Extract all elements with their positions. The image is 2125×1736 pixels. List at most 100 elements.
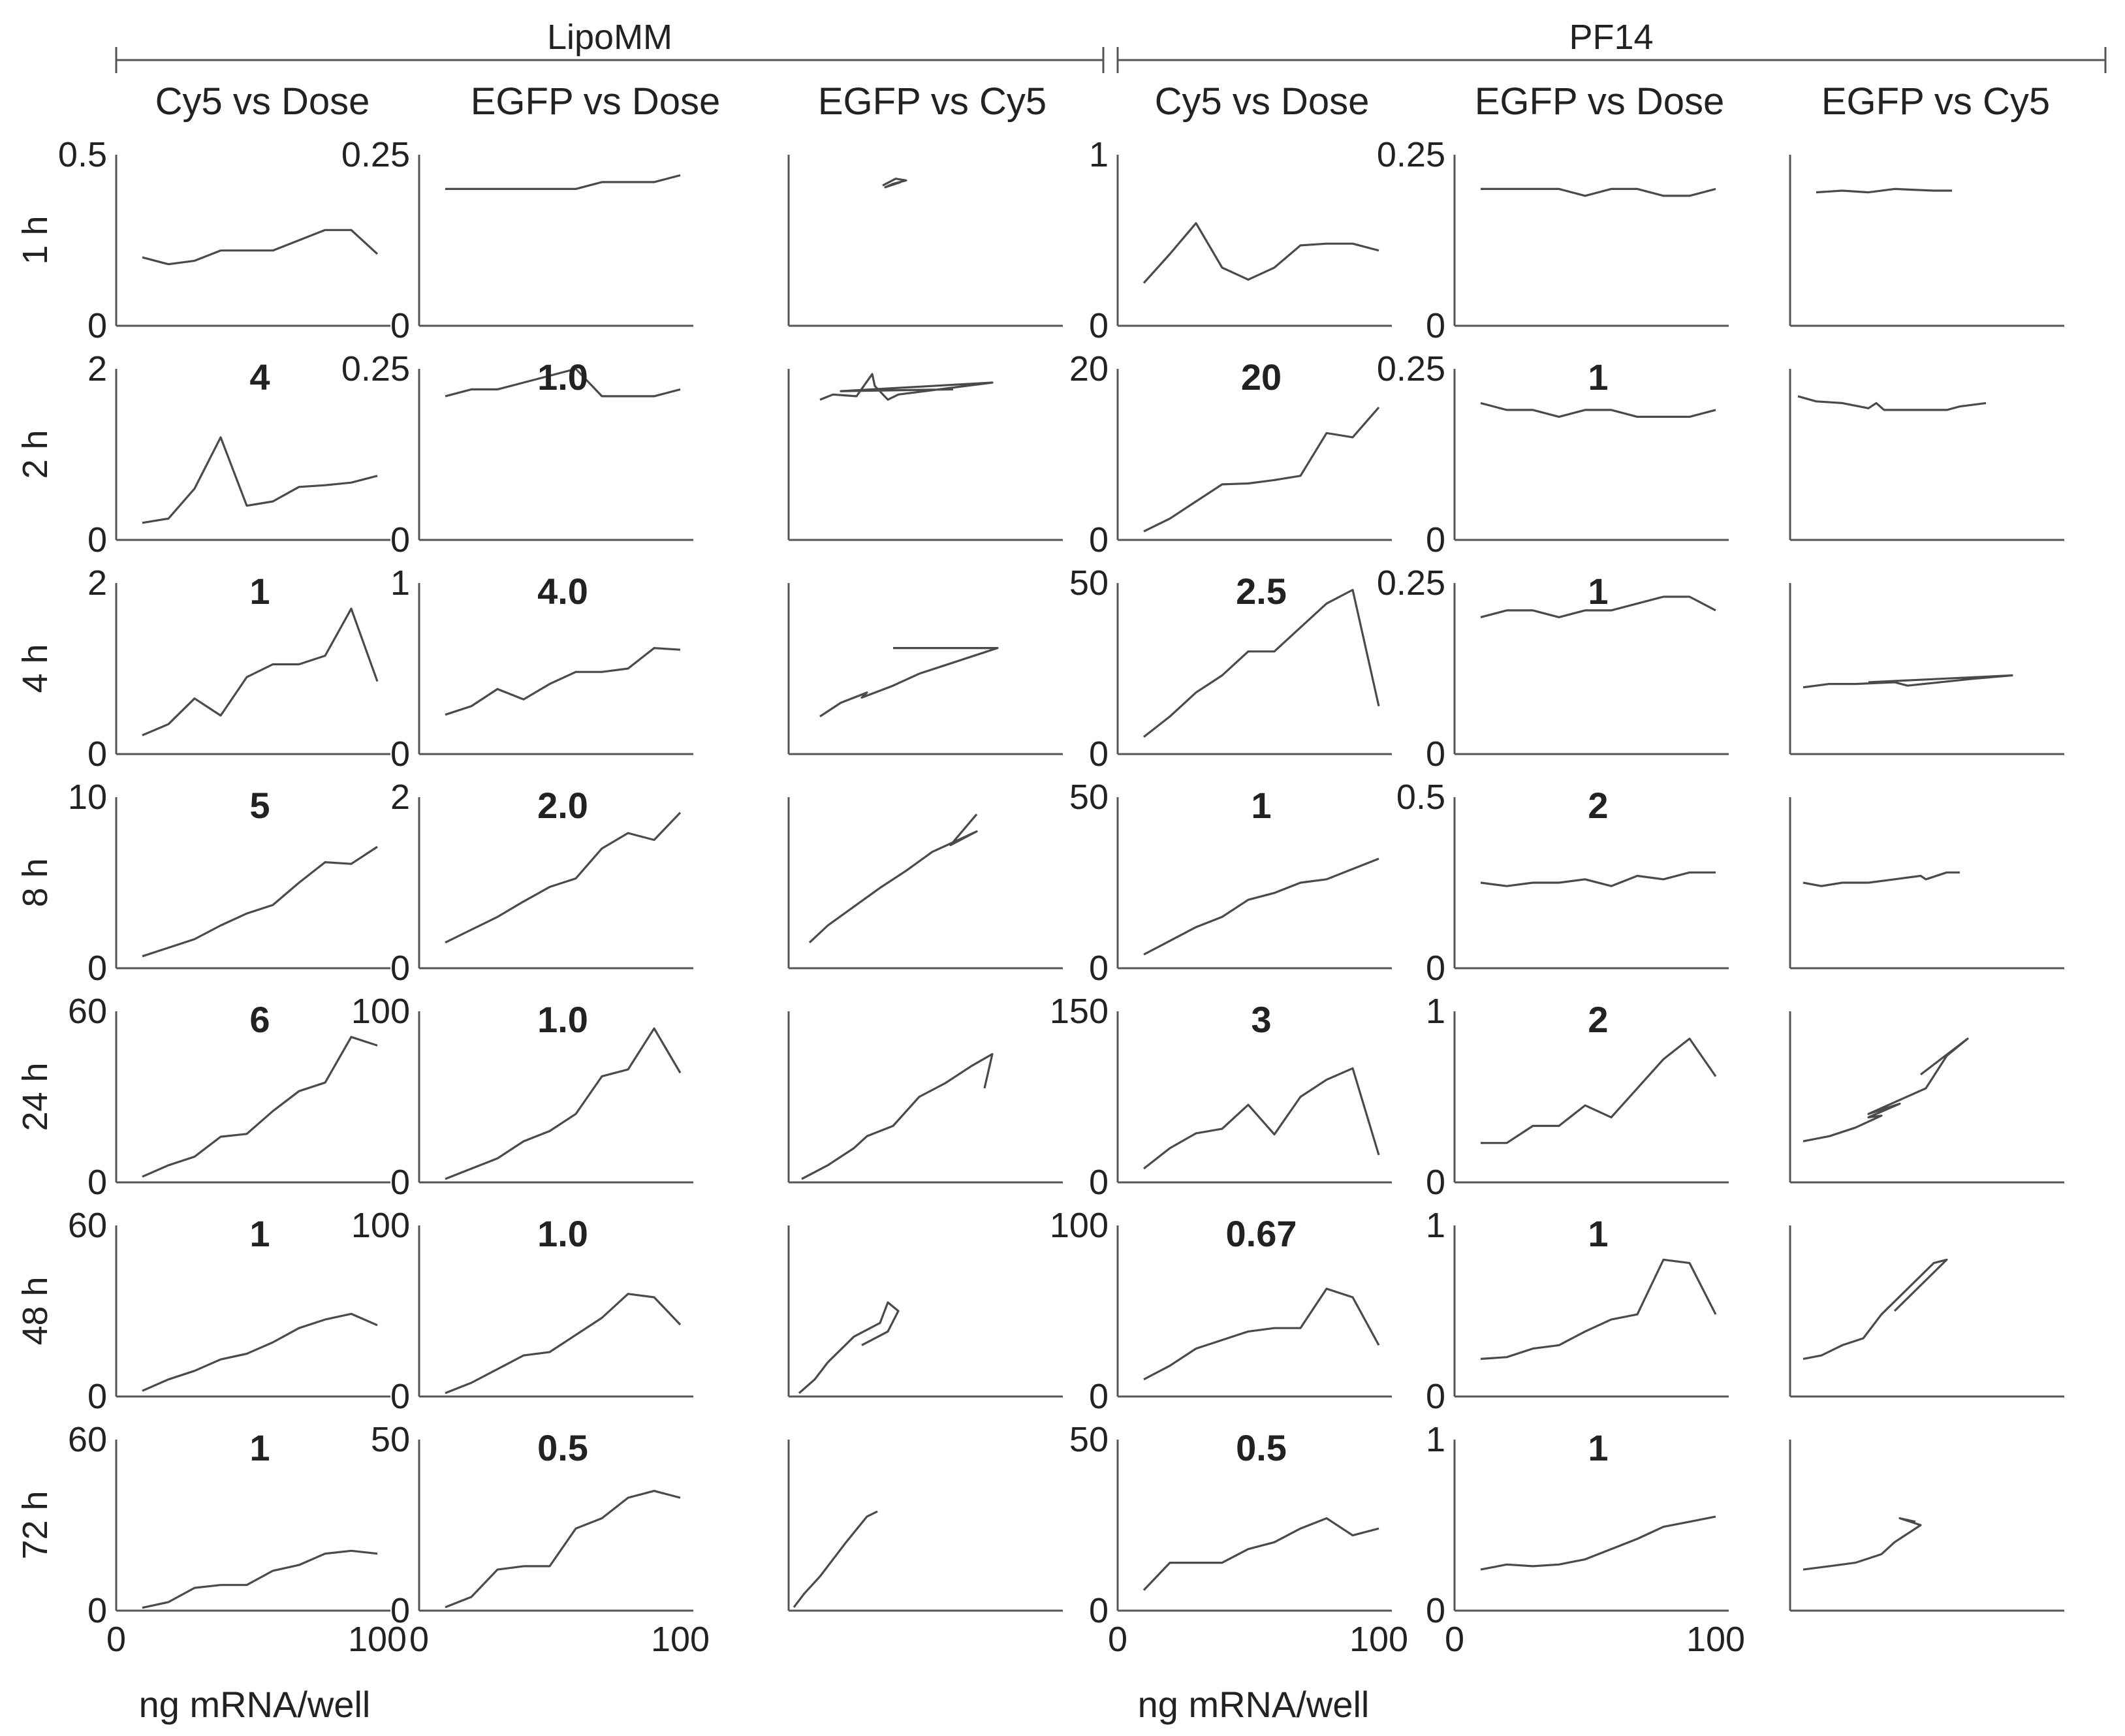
panel-lipomm-egfp-vs-cy5-8h bbox=[787, 797, 1063, 970]
panel-pf14-cy5-vs-dose-8h: 50 0 1 bbox=[1069, 778, 1392, 988]
series-line bbox=[1802, 1517, 1922, 1571]
headers: LipoMM PF14 Cy5 vs Dose EGFP vs Dose EGF… bbox=[115, 18, 2107, 123]
panel-pf14-cy5-vs-dose-72h: 50 0 0.5 bbox=[1069, 1420, 1392, 1630]
series-line bbox=[801, 1052, 994, 1180]
series-line bbox=[1143, 588, 1380, 738]
y-tick-max: 0.25 bbox=[341, 349, 410, 388]
y-tick-zero: 0 bbox=[87, 1377, 107, 1416]
series-line bbox=[1143, 406, 1380, 533]
y-tick-max: 50 bbox=[1069, 1420, 1109, 1459]
y-tick-max: 0.5 bbox=[1396, 778, 1445, 817]
panel-pf14-cy5-vs-dose-4h: 50 0 2.5 bbox=[1069, 563, 1392, 774]
y-tick-zero: 0 bbox=[1089, 1163, 1109, 1202]
panel-lipomm-cy5-vs-dose-2h: 2 0 4 bbox=[87, 349, 390, 560]
series-line bbox=[142, 607, 379, 736]
series-line bbox=[798, 1301, 900, 1395]
series-line bbox=[142, 845, 378, 958]
series-line bbox=[1797, 395, 1987, 411]
series-line bbox=[142, 1549, 378, 1609]
column-header-pf14-egfp-vs-cy5: EGFP vs Cy5 bbox=[1821, 80, 2050, 123]
x-axis-label-lipomm: ng mRNA/well bbox=[139, 1684, 371, 1725]
fold-annotation: 3 bbox=[1251, 999, 1271, 1040]
y-tick-max: 50 bbox=[1069, 563, 1109, 603]
y-tick-max: 0.5 bbox=[58, 135, 107, 174]
y-tick-zero: 0 bbox=[390, 734, 410, 774]
y-tick-max: 1 bbox=[1089, 135, 1109, 174]
panel-pf14-egfp-vs-dose-8h: 0.5 0 2 bbox=[1396, 778, 1729, 988]
series-line bbox=[1480, 871, 1716, 887]
panel-lipomm-cy5-vs-dose-48h: 60 0 1 bbox=[68, 1206, 390, 1416]
panel-pf14-egfp-vs-cy5-24h bbox=[1789, 1011, 2064, 1184]
fold-annotation: 4 bbox=[249, 356, 270, 398]
panel-pf14-egfp-vs-cy5-4h bbox=[1789, 583, 2064, 755]
y-tick-max: 0.25 bbox=[341, 135, 410, 174]
panel-pf14-cy5-vs-dose-24h: 150 0 3 bbox=[1050, 992, 1392, 1202]
series-line bbox=[1802, 674, 2013, 689]
fold-annotation: 1 bbox=[1588, 571, 1608, 612]
panel-pf14-egfp-vs-cy5-8h bbox=[1789, 797, 2064, 970]
fold-annotation: 4.0 bbox=[537, 571, 588, 612]
column-header-lipomm-egfp-vs-cy5: EGFP vs Cy5 bbox=[818, 80, 1047, 123]
fold-annotation: 0.5 bbox=[537, 1427, 588, 1468]
row-label-24h: 24 h bbox=[16, 1062, 55, 1131]
series-line bbox=[1142, 1517, 1379, 1591]
panel-lipomm-cy5-vs-dose-4h: 2 0 1 bbox=[87, 563, 390, 774]
x-tick-zero-pf14-egfp-vs-dose: 0 bbox=[1445, 1620, 1464, 1659]
fold-annotation: 1.0 bbox=[537, 1213, 588, 1254]
series-line bbox=[445, 1027, 682, 1180]
series-line bbox=[445, 368, 681, 398]
x-tick-max-lipomm-egfp-vs-dose: 100 bbox=[651, 1620, 710, 1659]
y-tick-max: 1 bbox=[390, 563, 410, 603]
panel-pf14-egfp-vs-dose-4h: 0.25 0 1 bbox=[1377, 563, 1729, 774]
y-tick-zero: 0 bbox=[390, 1591, 410, 1630]
x-tick-max-lipomm-cy5-vs-dose: 100 bbox=[348, 1620, 407, 1659]
series-line bbox=[1480, 1515, 1716, 1571]
fold-annotation: 1 bbox=[1588, 356, 1608, 398]
series-line bbox=[882, 178, 907, 189]
group-title-lipomm: LipoMM bbox=[547, 18, 672, 57]
y-tick-zero: 0 bbox=[87, 1163, 107, 1202]
column-header-lipomm-egfp-vs-dose: EGFP vs Dose bbox=[471, 80, 721, 123]
y-tick-zero: 0 bbox=[1089, 1377, 1109, 1416]
y-tick-zero: 0 bbox=[87, 734, 107, 774]
series-line bbox=[1480, 1258, 1717, 1360]
x-tick-max-pf14-egfp-vs-dose: 100 bbox=[1686, 1620, 1745, 1659]
row-label-1h: 1 h bbox=[16, 215, 55, 264]
y-tick-zero: 0 bbox=[1426, 949, 1445, 988]
y-tick-max: 100 bbox=[351, 992, 410, 1031]
panel-pf14-egfp-vs-dose-48h: 1 0 1 bbox=[1426, 1206, 1729, 1416]
y-tick-max: 0.25 bbox=[1377, 349, 1445, 388]
fold-annotation: 6 bbox=[249, 999, 270, 1040]
series-line bbox=[445, 1490, 681, 1609]
panel-lipomm-egfp-vs-cy5-72h bbox=[787, 1440, 1063, 1612]
panel-pf14-egfp-vs-cy5-72h bbox=[1789, 1440, 2064, 1612]
series-line bbox=[445, 174, 681, 190]
series-line bbox=[1143, 857, 1379, 956]
y-tick-max: 1 bbox=[1426, 1420, 1445, 1459]
y-tick-max: 60 bbox=[68, 1206, 107, 1245]
fold-annotation: 1 bbox=[1588, 1213, 1608, 1254]
fold-annotation: 0.67 bbox=[1226, 1213, 1297, 1254]
y-tick-zero: 0 bbox=[1426, 306, 1445, 345]
y-tick-max: 150 bbox=[1050, 992, 1109, 1031]
y-tick-zero: 0 bbox=[87, 949, 107, 988]
y-tick-zero: 0 bbox=[87, 306, 107, 345]
panel-lipomm-cy5-vs-dose-24h: 60 0 6 bbox=[68, 992, 390, 1202]
y-tick-zero: 0 bbox=[87, 1591, 107, 1630]
y-tick-max: 50 bbox=[371, 1420, 410, 1459]
series-line bbox=[1143, 1287, 1380, 1381]
series-line bbox=[445, 1293, 682, 1395]
row-label-8h: 8 h bbox=[16, 858, 55, 907]
y-tick-zero: 0 bbox=[1089, 306, 1109, 345]
panel-lipomm-cy5-vs-dose-1h: 0.50 bbox=[58, 135, 390, 345]
panel-lipomm-egfp-vs-cy5-2h bbox=[787, 369, 1063, 541]
fold-annotation: 1 bbox=[1588, 1427, 1608, 1468]
fold-annotation: 1 bbox=[249, 1213, 270, 1254]
panel-lipomm-egfp-vs-dose-24h: 100 0 1.0 bbox=[351, 992, 693, 1202]
y-tick-zero: 0 bbox=[1426, 1591, 1445, 1630]
panel-pf14-egfp-vs-dose-2h: 0.25 0 1 bbox=[1377, 349, 1729, 560]
series-line bbox=[142, 229, 379, 266]
x-tick-zero-pf14-cy5-vs-dose: 0 bbox=[1108, 1620, 1127, 1659]
panel-lipomm-egfp-vs-dose-8h: 202.0 bbox=[390, 778, 693, 988]
